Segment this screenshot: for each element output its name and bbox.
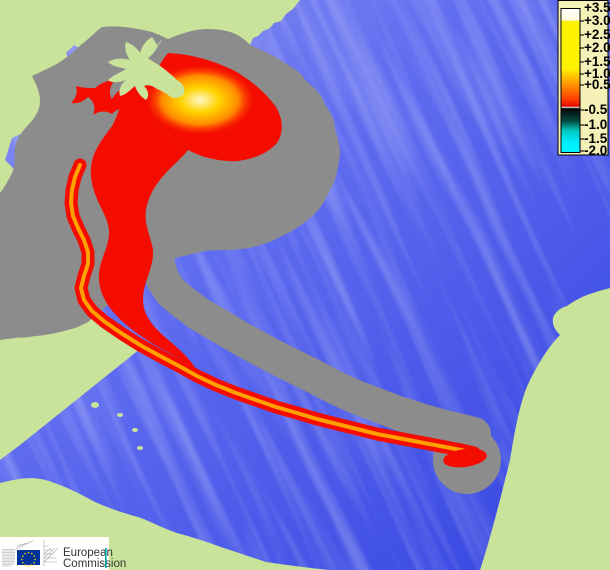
- svg-text:-0.5: -0.5: [584, 102, 608, 117]
- svg-text:Commission: Commission: [63, 558, 126, 570]
- svg-text:-2.0: -2.0: [584, 143, 607, 158]
- svg-text:+0.5: +0.5: [584, 77, 610, 92]
- svg-text:+2.0: +2.0: [584, 40, 610, 55]
- svg-text:+3.0: +3.0: [584, 13, 610, 28]
- svg-text:-1.0: -1.0: [584, 117, 607, 132]
